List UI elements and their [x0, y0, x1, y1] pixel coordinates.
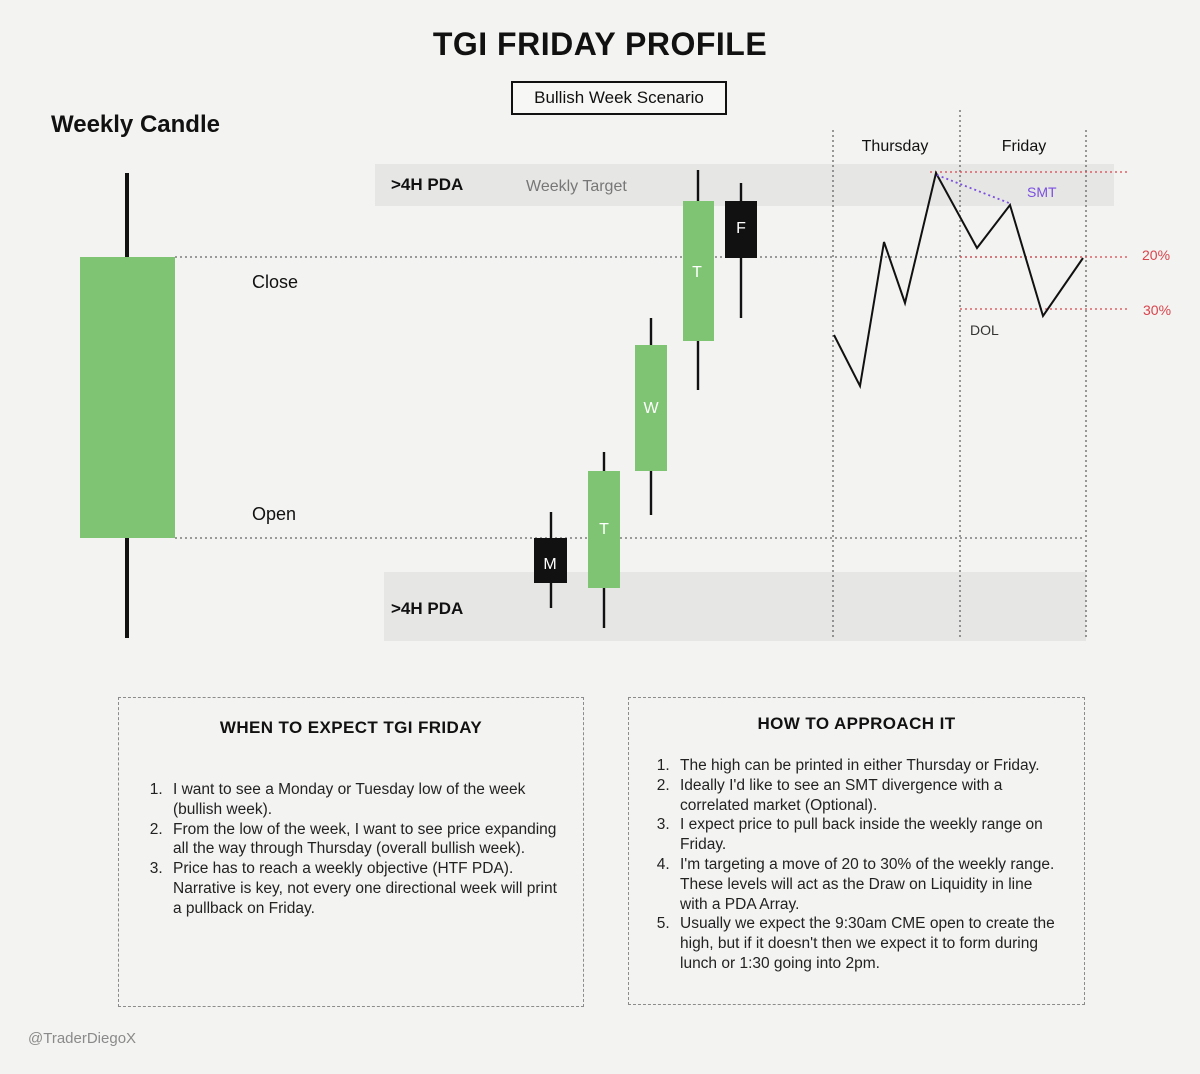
list-item: I'm targeting a move of 20 to 30% of the… — [674, 855, 1064, 914]
page-title: TGI FRIDAY PROFILE — [432, 26, 768, 62]
how-to-approach-box: HOW TO APPROACH IT The high can be print… — [628, 697, 1085, 1005]
candle-monday: M — [534, 512, 567, 608]
list-item: I want to see a Monday or Tuesday low of… — [167, 780, 563, 820]
how-box-list: The high can be printed in either Thursd… — [629, 756, 1084, 974]
lower-pda-label: >4H PDA — [391, 599, 463, 618]
candle-friday-label: F — [736, 220, 746, 237]
when-box-title: WHEN TO EXPECT TGI FRIDAY — [219, 718, 483, 737]
candle-tuesday: T — [588, 452, 620, 628]
list-item: Ideally I'd like to see an SMT divergenc… — [674, 776, 1064, 816]
how-box-title: HOW TO APPROACH IT — [757, 714, 956, 733]
when-box-list: I want to see a Monday or Tuesday low of… — [119, 780, 583, 919]
candle-tuesday-label: T — [599, 521, 609, 538]
thursday-label: Thursday — [862, 138, 929, 155]
candle-monday-label: M — [543, 556, 556, 573]
level-20-label: 20% — [1142, 247, 1170, 263]
level-30-label: 30% — [1143, 302, 1171, 318]
list-item: Price has to reach a weekly objective (H… — [167, 859, 563, 918]
candle-thursday-label: T — [692, 264, 702, 281]
weekly-target-label: Weekly Target — [526, 178, 627, 195]
lower-pda-zone — [384, 572, 1086, 641]
candle-wednesday-label: W — [643, 400, 659, 417]
candle-friday: F — [725, 183, 757, 318]
candle-wednesday: W — [635, 318, 667, 515]
weekly-candle-body — [80, 257, 175, 538]
dol-label: DOL — [970, 322, 999, 338]
upper-pda-zone — [375, 164, 1114, 206]
list-item: From the low of the week, I want to see … — [167, 820, 563, 860]
intraday-price-path — [833, 170, 1084, 390]
tgi-friday-diagram: M T W T F Weekly Candle Close Open >4H P… — [51, 110, 1171, 641]
scenario-badge: Bullish Week Scenario — [511, 81, 727, 115]
open-label: Open — [252, 504, 296, 524]
author-credit: @TraderDiegoX — [28, 1030, 137, 1047]
list-item: The high can be printed in either Thursd… — [674, 756, 1064, 776]
close-label: Close — [252, 272, 298, 292]
when-to-expect-box: WHEN TO EXPECT TGI FRIDAY I want to see … — [118, 697, 584, 1007]
weekly-candle-heading: Weekly Candle — [51, 111, 220, 138]
list-item: I expect price to pull back inside the w… — [674, 815, 1064, 855]
upper-pda-label: >4H PDA — [391, 175, 463, 194]
friday-label: Friday — [1002, 138, 1046, 155]
candle-thursday: T — [683, 170, 714, 390]
smt-label: SMT — [1027, 184, 1057, 200]
list-item: Usually we expect the 9:30am CME open to… — [674, 914, 1064, 973]
